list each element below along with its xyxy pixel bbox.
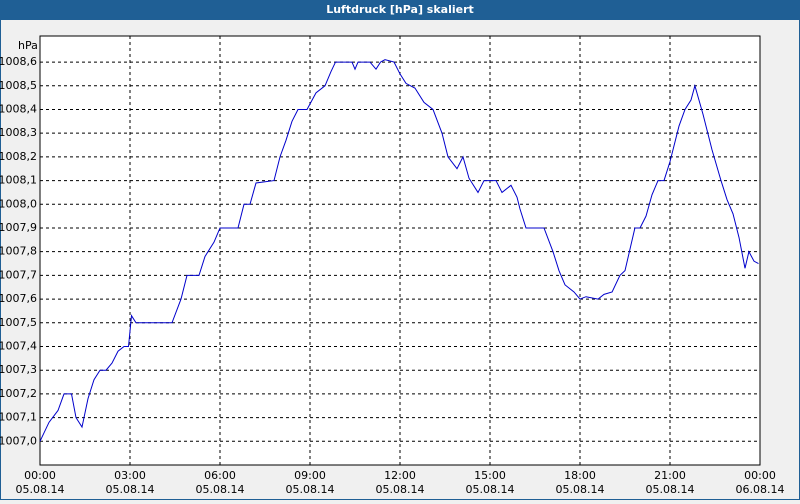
- y-tick-label: 1008,4: [0, 102, 37, 115]
- y-tick-label: 1008,5: [0, 79, 37, 92]
- x-tick-label: 00:00: [744, 469, 776, 482]
- x-tick-date: 05.08.14: [16, 483, 65, 496]
- y-tick-label: 1007,4: [0, 339, 37, 352]
- plot-area: [39, 35, 761, 466]
- y-tick-label: 1007,3: [0, 363, 37, 376]
- chart-title: Luftdruck [hPa] skaliert: [326, 3, 474, 16]
- x-tick-date: 05.08.14: [196, 483, 245, 496]
- y-tick-label: 1007,1: [0, 411, 37, 424]
- x-tick-label: 15:00: [474, 469, 506, 482]
- x-tick-label: 18:00: [564, 469, 596, 482]
- y-tick-label: 1007,2: [0, 387, 37, 400]
- x-tick-label: 21:00: [654, 469, 686, 482]
- x-tick-date: 05.08.14: [286, 483, 335, 496]
- x-tick-label: 03:00: [114, 469, 146, 482]
- x-tick-label: 12:00: [384, 469, 416, 482]
- y-tick-label: 1008,1: [0, 174, 37, 187]
- y-tick-label: 1007,0: [0, 434, 37, 447]
- x-tick-label: 09:00: [294, 469, 326, 482]
- x-tick-date: 05.08.14: [106, 483, 155, 496]
- x-tick-date: 05.08.14: [556, 483, 605, 496]
- y-tick-label: 1007,9: [0, 221, 37, 234]
- x-tick-label: 06:00: [204, 469, 236, 482]
- line-series: [39, 59, 759, 442]
- y-tick-label: 1008,2: [0, 150, 37, 163]
- x-tick-date: 05.08.14: [646, 483, 695, 496]
- x-tick-label: 00:00: [24, 469, 56, 482]
- y-tick-label: 1007,7: [0, 268, 37, 281]
- y-tick-label: 1007,8: [0, 245, 37, 258]
- x-tick-date: 05.08.14: [466, 483, 515, 496]
- y-tick-label: 1008,3: [0, 126, 37, 139]
- y-tick-label: 1007,5: [0, 316, 37, 329]
- x-tick-date: 06.08.14: [736, 483, 785, 496]
- y-tick-label: 1008,0: [0, 197, 37, 210]
- title-bar: [0, 0, 800, 20]
- x-tick-date: 05.08.14: [376, 483, 425, 496]
- y-unit: hPa: [18, 39, 38, 52]
- y-tick-label: 1008,6: [0, 55, 37, 68]
- y-tick-label: 1007,6: [0, 292, 37, 305]
